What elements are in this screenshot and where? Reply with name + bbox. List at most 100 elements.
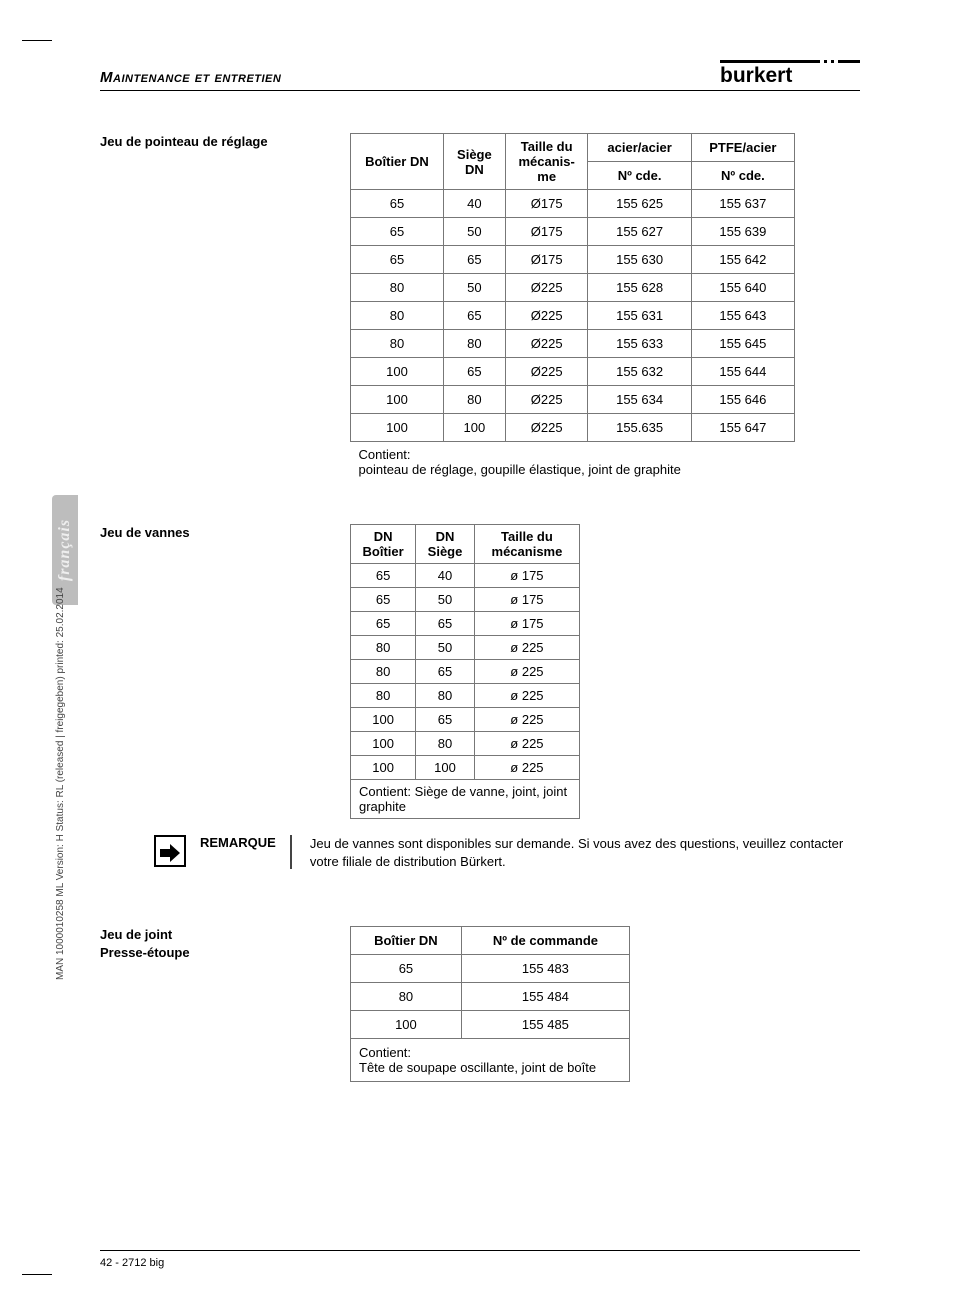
cell: 155 633	[588, 330, 691, 358]
cell: Ø225	[505, 330, 588, 358]
table-foot-l2: pointeau de réglage, goupille élastique,…	[359, 462, 787, 477]
section-joint-label: Jeu de joint Presse-étoupe	[100, 926, 350, 961]
cell: 155 631	[588, 302, 691, 330]
table-row: 8080ø 225	[351, 684, 580, 708]
th: Boîtier DN	[351, 927, 462, 955]
table-row: 6540ø 175	[351, 564, 580, 588]
th: DN Siège	[416, 525, 475, 564]
cell: 65	[416, 612, 475, 636]
cell: 155 639	[691, 218, 794, 246]
cell: 100	[351, 386, 444, 414]
cell: Ø225	[505, 358, 588, 386]
table-row: 100100Ø225155.635155 647	[351, 414, 795, 442]
table-row: 6550Ø175155 627155 639	[351, 218, 795, 246]
cell: 80	[351, 684, 416, 708]
cell: 65	[443, 302, 505, 330]
cell: 65	[351, 564, 416, 588]
cell: 80	[443, 386, 505, 414]
cell: Ø175	[505, 246, 588, 274]
cell: 65	[443, 246, 505, 274]
cell: 155 643	[691, 302, 794, 330]
svg-text:burkert: burkert	[720, 64, 792, 86]
table-foot-l1: Contient:	[359, 447, 787, 462]
section-vannes-label: Jeu de vannes	[100, 524, 350, 542]
page-number: 42 - 2712 big	[100, 1257, 164, 1269]
table-row: 80155 484	[351, 983, 630, 1011]
table-row: 8050Ø225155 628155 640	[351, 274, 795, 302]
table-row: 10065Ø225155 632155 644	[351, 358, 795, 386]
cell: 155 483	[461, 955, 629, 983]
table-foot-l1: Contient:	[359, 1045, 621, 1060]
cell: 65	[351, 612, 416, 636]
cell: 65	[351, 955, 462, 983]
cell: 65	[351, 190, 444, 218]
section-pointeau: Jeu de pointeau de réglage Boîtier DN Si…	[100, 133, 860, 482]
cell: 80	[443, 330, 505, 358]
burkert-logo: burkert	[720, 60, 860, 86]
th-sub: Nº cde.	[691, 162, 794, 190]
cell: 80	[351, 983, 462, 1011]
th: Boîtier DN	[351, 134, 444, 190]
cell: 80	[351, 302, 444, 330]
language-tab-text: français	[56, 519, 74, 581]
th: Nº de commande	[461, 927, 629, 955]
cell: 65	[351, 218, 444, 246]
cell: 155 628	[588, 274, 691, 302]
cell: 155 627	[588, 218, 691, 246]
page-title: Maintenance et entretien	[100, 69, 281, 86]
cell: 155 646	[691, 386, 794, 414]
cell: 155 634	[588, 386, 691, 414]
table-row: 6565ø 175	[351, 612, 580, 636]
cell: 50	[443, 218, 505, 246]
cell: 100	[351, 1011, 462, 1039]
doc-meta-rotated: MAN 1000010258 ML Version: H Status: RL …	[55, 587, 66, 980]
cell: ø 175	[474, 612, 579, 636]
cell: ø 175	[474, 564, 579, 588]
cell: Ø225	[505, 386, 588, 414]
cell: 155 644	[691, 358, 794, 386]
cell: 100	[351, 756, 416, 780]
cell: ø 175	[474, 588, 579, 612]
table-row: 8050ø 225	[351, 636, 580, 660]
cell: 100	[443, 414, 505, 442]
cell: 155 642	[691, 246, 794, 274]
cell: 155 632	[588, 358, 691, 386]
cell: 100	[351, 358, 444, 386]
th: PTFE/acier	[691, 134, 794, 162]
cell: ø 225	[474, 732, 579, 756]
cell: 40	[416, 564, 475, 588]
th-sub: Nº cde.	[588, 162, 691, 190]
table-row: 65155 483	[351, 955, 630, 983]
page-header: Maintenance et entretien burkert	[100, 60, 860, 91]
table-row: 10080ø 225	[351, 732, 580, 756]
cell: Ø175	[505, 190, 588, 218]
page-footer: 42 - 2712 big	[100, 1250, 860, 1269]
cell: 100	[351, 708, 416, 732]
cell: Ø225	[505, 274, 588, 302]
hand-point-icon	[154, 835, 186, 870]
cell: 155 485	[461, 1011, 629, 1039]
cell: 80	[351, 636, 416, 660]
table-row: 10065ø 225	[351, 708, 580, 732]
remark-text: Jeu de vannes sont disponibles sur deman…	[306, 835, 860, 870]
th: Taille du mécanisme	[474, 525, 579, 564]
table-foot-l2: Tête de soupape oscillante, joint de boî…	[359, 1060, 621, 1075]
cell: 65	[416, 708, 475, 732]
cell: Ø175	[505, 218, 588, 246]
cell: ø 225	[474, 708, 579, 732]
cell: 65	[351, 246, 444, 274]
cell: 155.635	[588, 414, 691, 442]
table-row: 6550ø 175	[351, 588, 580, 612]
table-joint: Boîtier DN Nº de commande 65155 48380155…	[350, 926, 630, 1082]
table-pointeau: Boîtier DN Siège DN Taille du mécanis-me…	[350, 133, 795, 482]
cell: 100	[351, 414, 444, 442]
remark-label: REMARQUE	[200, 835, 292, 869]
cell: 155 484	[461, 983, 629, 1011]
section-vannes: Jeu de vannes DN Boîtier DN Siège Taille…	[100, 524, 860, 819]
cell: ø 225	[474, 684, 579, 708]
section-joint: Jeu de joint Presse-étoupe Boîtier DN Nº…	[100, 926, 860, 1082]
th: Siège DN	[443, 134, 505, 190]
cell: Ø225	[505, 302, 588, 330]
cell: 80	[416, 684, 475, 708]
cell: 80	[351, 330, 444, 358]
